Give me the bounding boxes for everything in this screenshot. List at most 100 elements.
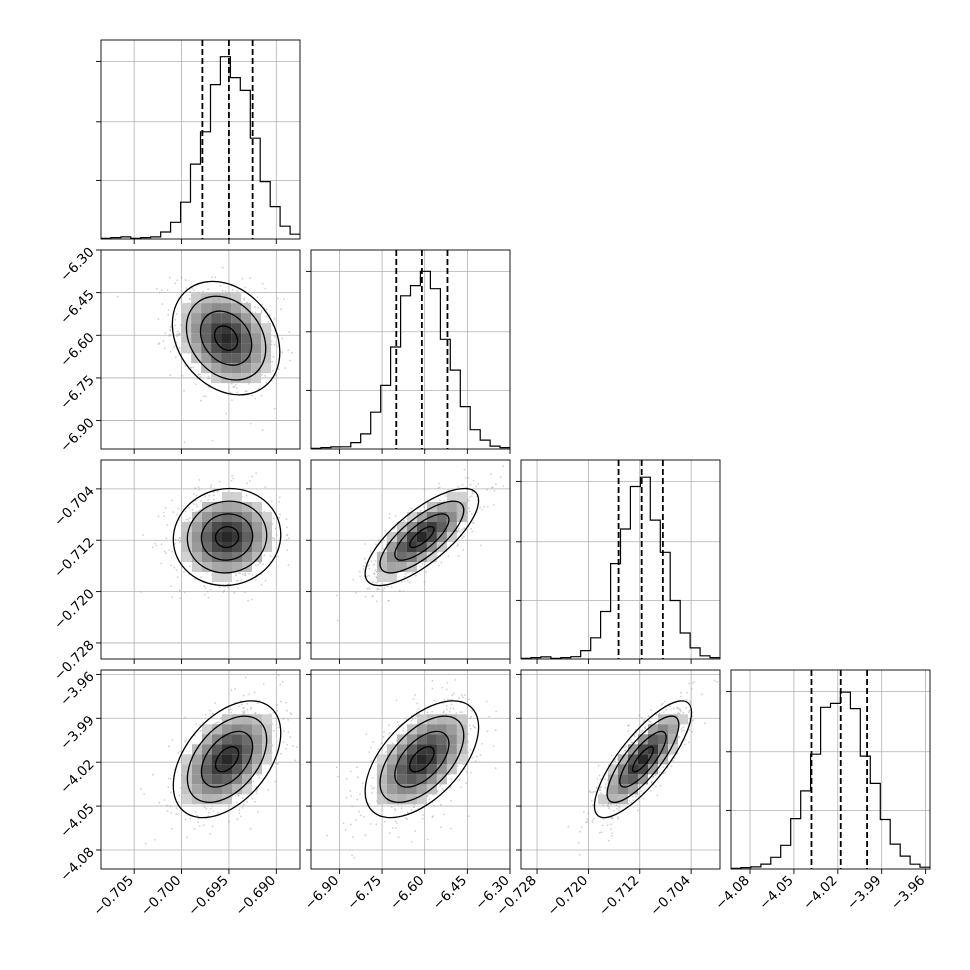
density-cell bbox=[231, 353, 242, 364]
sample-point bbox=[280, 308, 282, 311]
sample-point bbox=[432, 794, 435, 796]
density-cell bbox=[386, 552, 397, 562]
density-cell bbox=[648, 724, 658, 735]
sample-point bbox=[205, 808, 208, 810]
density-cell bbox=[191, 323, 202, 334]
sample-point bbox=[416, 702, 419, 705]
sample-point bbox=[446, 708, 448, 711]
sample-point bbox=[672, 759, 675, 762]
sample-point bbox=[261, 282, 264, 285]
sample-point bbox=[236, 580, 239, 582]
sample-point bbox=[394, 827, 397, 830]
sample-point bbox=[169, 805, 172, 808]
density-cell bbox=[252, 744, 262, 755]
sample-point bbox=[422, 814, 424, 816]
sample-point bbox=[641, 716, 643, 719]
density-cell bbox=[222, 512, 232, 522]
sample-point bbox=[243, 298, 246, 301]
sample-point bbox=[594, 790, 597, 793]
sample-point bbox=[600, 778, 602, 780]
sample-point bbox=[260, 394, 263, 397]
sample-point bbox=[433, 699, 436, 702]
sample-point bbox=[163, 347, 166, 350]
density-cell bbox=[668, 724, 678, 735]
sample-point bbox=[228, 709, 231, 711]
density-cell bbox=[251, 373, 262, 384]
sample-point bbox=[588, 790, 591, 792]
sample-point bbox=[660, 703, 663, 706]
sample-point bbox=[244, 390, 247, 392]
sample-point bbox=[442, 789, 445, 792]
sample-point bbox=[433, 804, 435, 807]
density-cell bbox=[426, 532, 437, 542]
sample-point bbox=[253, 306, 256, 308]
sample-point bbox=[267, 788, 270, 791]
density-cell bbox=[396, 794, 407, 805]
scatter-panel-0-3 bbox=[101, 670, 300, 869]
sample-point bbox=[165, 552, 168, 555]
density-cell bbox=[426, 724, 437, 735]
sample-point bbox=[617, 805, 620, 808]
sample-point bbox=[410, 841, 413, 843]
sample-point bbox=[277, 368, 280, 370]
sample-point bbox=[199, 724, 202, 727]
sample-point bbox=[384, 530, 387, 532]
sample-point bbox=[418, 708, 420, 710]
sample-point bbox=[236, 818, 239, 821]
density-cell bbox=[202, 754, 212, 765]
density-cell bbox=[191, 293, 202, 304]
sample-point bbox=[345, 777, 348, 780]
sample-point bbox=[690, 687, 693, 690]
sample-point bbox=[610, 834, 613, 837]
panel-frame bbox=[100, 39, 301, 240]
sample-point bbox=[599, 786, 602, 789]
sample-point bbox=[272, 517, 275, 520]
density-cell bbox=[231, 293, 242, 304]
scatter-panel-1-3 bbox=[311, 670, 510, 869]
histogram-step bbox=[521, 476, 720, 659]
sample-point bbox=[289, 712, 292, 714]
sample-point bbox=[287, 349, 290, 352]
sample-point bbox=[232, 385, 235, 388]
density-cell bbox=[446, 492, 457, 502]
sample-point bbox=[204, 593, 207, 596]
density-cell bbox=[232, 532, 242, 542]
sample-point bbox=[398, 589, 401, 592]
sample-point bbox=[240, 703, 243, 706]
sample-point bbox=[261, 303, 264, 306]
density-cell bbox=[416, 724, 427, 735]
sample-point bbox=[249, 480, 251, 482]
sample-point bbox=[369, 823, 372, 825]
sample-point bbox=[368, 574, 370, 577]
density-cell bbox=[446, 512, 457, 522]
sample-point bbox=[289, 736, 291, 738]
sample-point bbox=[229, 391, 232, 394]
sample-point bbox=[467, 751, 470, 754]
sample-point bbox=[495, 483, 497, 486]
sample-point bbox=[479, 754, 482, 757]
sample-point bbox=[267, 321, 269, 323]
x-tick-label: −0.700 bbox=[138, 873, 185, 920]
sample-point bbox=[356, 798, 359, 801]
sample-point bbox=[455, 712, 458, 714]
sample-point bbox=[152, 773, 154, 776]
sample-point bbox=[209, 709, 211, 712]
histogram-step bbox=[101, 56, 300, 239]
sample-point bbox=[691, 715, 694, 718]
sample-point bbox=[375, 576, 378, 578]
sample-point bbox=[256, 296, 259, 299]
sample-point bbox=[243, 297, 246, 300]
sample-point bbox=[235, 387, 238, 389]
sample-point bbox=[337, 775, 339, 778]
sample-point bbox=[388, 512, 391, 515]
sample-point bbox=[287, 564, 290, 566]
sample-point bbox=[352, 578, 355, 581]
density-cell bbox=[396, 552, 407, 562]
sample-point bbox=[470, 495, 473, 498]
sample-point bbox=[445, 705, 448, 707]
sample-point bbox=[467, 477, 470, 479]
sample-point bbox=[640, 790, 643, 792]
density-cell bbox=[181, 313, 192, 324]
sample-point bbox=[467, 740, 469, 743]
y-tick-label: −0.712 bbox=[51, 535, 98, 582]
